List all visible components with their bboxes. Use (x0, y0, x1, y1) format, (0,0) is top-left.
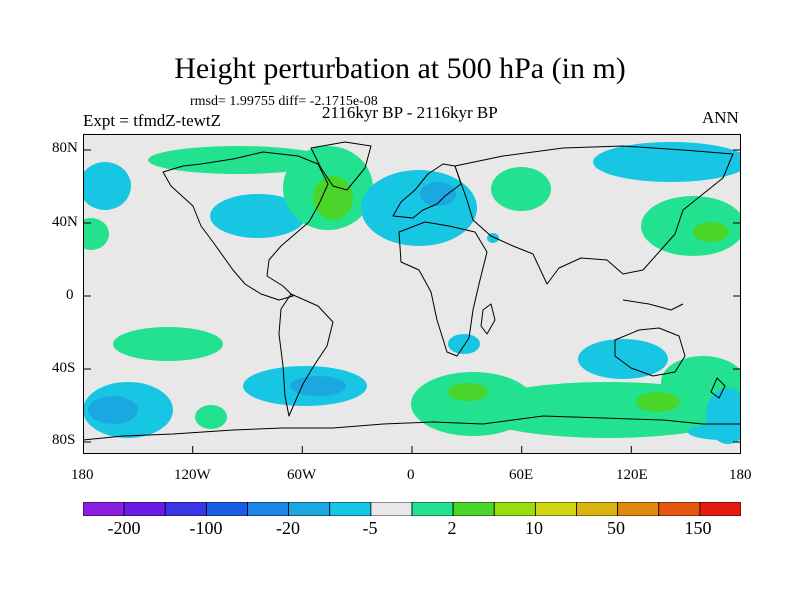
contour-green-core-south-indian (636, 392, 680, 412)
colorbar-swatch-1 (83, 502, 125, 516)
coast-asia (454, 145, 734, 285)
colorbar-label-6: 10 (525, 518, 543, 538)
xtick-60w: 60W (287, 467, 317, 483)
contour-cyan-core-southwest (88, 396, 138, 424)
colorbar-swatch-14 (617, 502, 660, 516)
colorbar-label-1: -200 (107, 518, 141, 538)
contour-fills (83, 142, 741, 444)
colorbar-swatch-10 (452, 502, 495, 516)
contour-green-core-east-asia (693, 222, 729, 242)
xtick-60e: 60E (509, 467, 534, 483)
contour-green-south-pacific (113, 327, 223, 361)
xtick-180-right: 180 (729, 467, 752, 483)
coast-madagascar (480, 303, 496, 335)
colorbar-label-2: -100 (189, 518, 223, 538)
colorbar-swatch-6 (288, 502, 331, 516)
colorbar-swatch-15 (658, 502, 701, 516)
contour-cyan-core-south-pacific (290, 376, 346, 396)
colorbar-swatch-8 (370, 502, 413, 516)
colorbar-swatch-4 (205, 502, 248, 516)
contour-green-east-edge (83, 218, 109, 250)
rmsd-stats: rmsd= 1.99755 diff= -2.1715e-08 (190, 94, 378, 109)
ytick-0: 0 (66, 287, 74, 303)
xtick-0: 0 (407, 467, 415, 483)
ytick-80s: 80S (52, 432, 76, 448)
colorbar-swatch-11 (493, 502, 536, 516)
colorbar (83, 502, 741, 516)
colorbar-swatch-5 (247, 502, 290, 516)
contour-green-core-south-atlantic (448, 383, 488, 401)
colorbar-swatch-2 (123, 502, 166, 516)
coast-south-america (278, 293, 334, 417)
coast-north-america (162, 151, 329, 301)
experiment-label: Expt = tfmdZ-tewtZ (83, 111, 222, 130)
colorbar-swatch-13 (576, 502, 619, 516)
colorbar-swatch-12 (534, 502, 577, 516)
contour-cyan-europe (361, 170, 477, 246)
contour-cyan-west-pacific (83, 162, 131, 210)
colorbar-swatch-9 (411, 502, 454, 516)
xtick-120e: 120E (616, 467, 648, 483)
colorbar-swatch-16 (699, 502, 741, 516)
colorbar-label-8: 150 (684, 518, 712, 538)
contour-green-central-asia (491, 167, 551, 211)
coast-antarctica (83, 415, 741, 441)
contour-green-southern-ocean-west (195, 405, 227, 429)
xtick-120w: 120W (174, 467, 211, 483)
colorbar-label-4: -5 (362, 518, 378, 538)
coastlines (83, 141, 741, 441)
contour-cyan-north-america (210, 194, 306, 238)
colorbar-label-3: -20 (276, 518, 300, 538)
map-title: Height perturbation at 500 hPa (in m) (174, 52, 626, 85)
period-label: 2116kyr BP - 2116kyr BP (322, 103, 498, 122)
ytick-40n: 40N (52, 214, 78, 230)
coast-indonesia (622, 299, 684, 311)
colorbar-swatch-3 (164, 502, 207, 516)
contour-green-north-pacific (148, 146, 328, 174)
world-map (83, 134, 741, 454)
ytick-40s: 40S (52, 360, 76, 376)
contour-green-core-atlantic (313, 176, 353, 220)
contour-cyan-antarctic-east (688, 424, 741, 440)
colorbar-label-7: 50 (607, 518, 625, 538)
contour-green-east-asia (641, 196, 741, 256)
coast-africa (398, 221, 488, 357)
axis-ticks (83, 149, 741, 454)
coast-greenland (310, 141, 372, 191)
coast-new-zealand (710, 377, 726, 399)
xtick-180-left: 180 (71, 467, 94, 483)
contour-cyan-indian-ocean (578, 339, 668, 379)
ytick-80n: 80N (52, 140, 78, 156)
colorbar-swatch-7 (329, 502, 372, 516)
colorbar-label-5: 2 (447, 518, 457, 538)
coast-australia (614, 327, 686, 377)
contour-cyan-core-europe (420, 182, 456, 206)
season-label: ANN (702, 108, 739, 127)
contour-cyan-south-africa (448, 334, 480, 354)
